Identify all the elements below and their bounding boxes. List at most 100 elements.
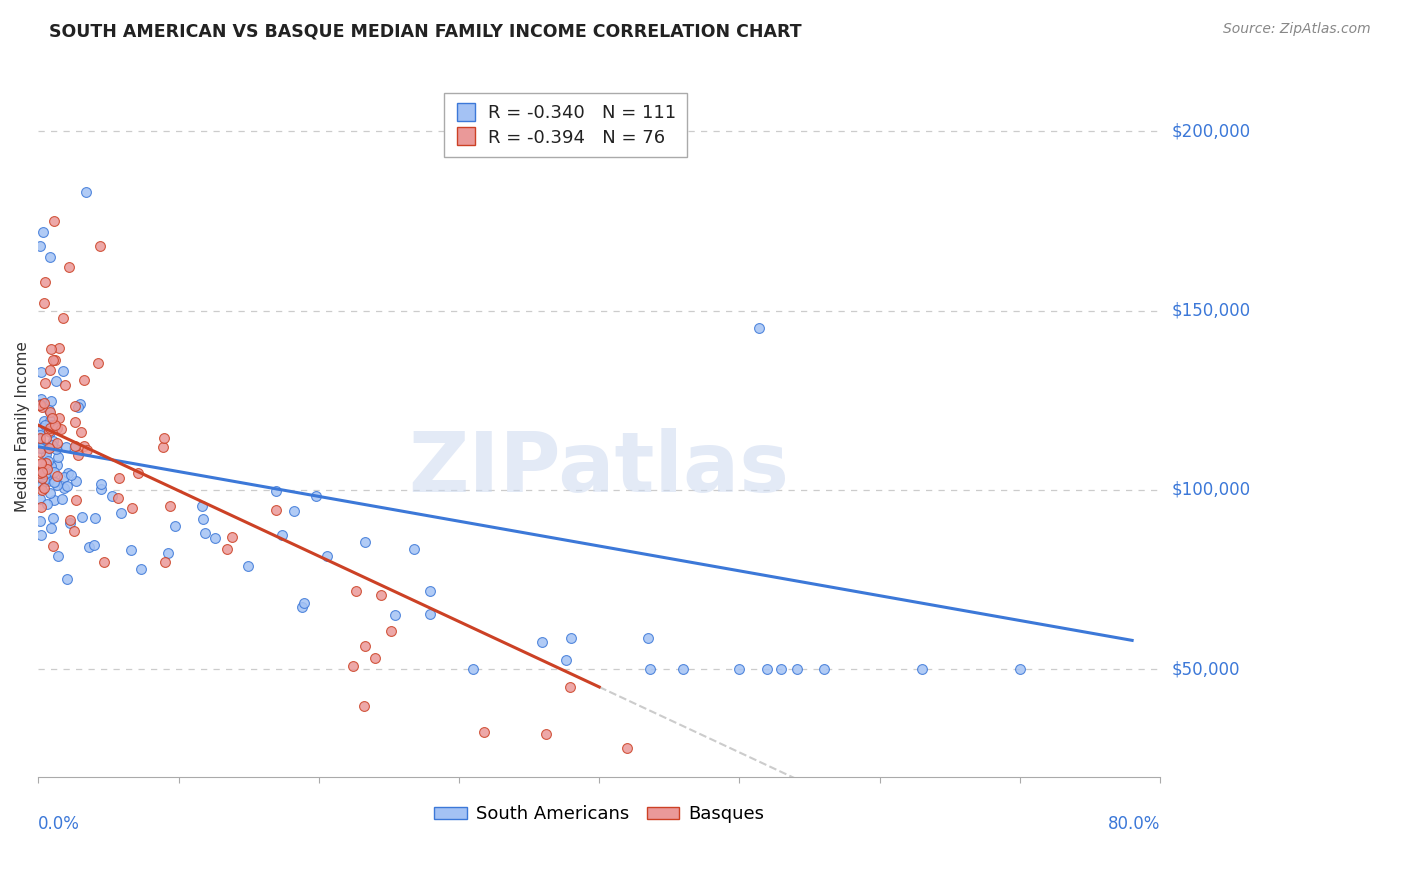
Point — [53, 481, 76, 495]
Point — [49, 422, 72, 436]
Point — [45, 374, 67, 388]
Text: $50,000: $50,000 — [1171, 660, 1240, 678]
Point — [32, 461, 55, 475]
Point — [41, 342, 63, 356]
Point — [46, 450, 69, 464]
Point — [46, 421, 69, 435]
Point — [354, 535, 377, 549]
Point — [221, 530, 243, 544]
Point — [32, 296, 55, 310]
Point — [728, 662, 751, 676]
Point — [42, 465, 65, 479]
Point — [42, 510, 65, 524]
Point — [41, 521, 63, 535]
Point — [120, 542, 142, 557]
Point — [87, 356, 110, 370]
Point — [127, 466, 149, 480]
Point — [41, 438, 63, 452]
Point — [31, 421, 53, 435]
Point — [42, 434, 65, 449]
Point — [305, 489, 328, 503]
Point — [534, 727, 557, 741]
Point — [756, 662, 779, 676]
Point — [56, 572, 79, 586]
Point — [32, 225, 55, 239]
Point — [28, 397, 51, 411]
Point — [51, 491, 73, 506]
Point — [42, 493, 65, 508]
Point — [58, 466, 80, 480]
Point — [31, 483, 53, 497]
Point — [46, 436, 69, 450]
Point — [39, 393, 62, 408]
Point — [39, 425, 62, 440]
Point — [72, 373, 94, 387]
Point — [34, 431, 56, 445]
Point — [121, 500, 143, 515]
Point — [63, 399, 86, 413]
Point — [637, 631, 659, 645]
Point — [90, 482, 112, 496]
Point — [63, 442, 86, 456]
Point — [35, 456, 58, 470]
Point — [152, 440, 174, 454]
Point — [616, 740, 638, 755]
Point — [42, 539, 65, 553]
Point — [30, 365, 52, 379]
Point — [236, 559, 259, 574]
Point — [266, 483, 288, 498]
Point — [28, 467, 51, 481]
Point — [45, 442, 67, 456]
Point — [70, 510, 93, 524]
Point — [31, 471, 53, 485]
Point — [472, 724, 495, 739]
Point — [31, 441, 53, 455]
Point — [32, 467, 55, 481]
Point — [65, 439, 87, 453]
Point — [56, 479, 79, 493]
Point — [75, 185, 97, 199]
Point — [28, 442, 51, 456]
Point — [34, 414, 56, 428]
Point — [380, 624, 402, 639]
Point — [44, 352, 66, 367]
Point — [41, 411, 63, 425]
Point — [370, 588, 392, 602]
Point — [46, 468, 69, 483]
Point — [60, 468, 83, 483]
Point — [28, 398, 51, 412]
Point — [813, 662, 835, 676]
Point — [48, 342, 70, 356]
Point — [204, 532, 226, 546]
Point — [32, 481, 55, 495]
Point — [39, 413, 62, 427]
Point — [770, 662, 793, 676]
Point — [31, 465, 53, 479]
Point — [342, 659, 364, 673]
Point — [30, 467, 52, 481]
Point — [69, 397, 91, 411]
Point — [30, 392, 52, 407]
Text: Source: ZipAtlas.com: Source: ZipAtlas.com — [1223, 22, 1371, 37]
Point — [46, 549, 69, 563]
Point — [786, 662, 808, 676]
Point — [76, 443, 98, 458]
Point — [30, 457, 52, 471]
Point — [384, 607, 406, 622]
Point — [419, 607, 441, 621]
Point — [271, 528, 294, 542]
Point — [640, 662, 662, 676]
Point — [65, 492, 87, 507]
Point — [65, 474, 87, 488]
Point — [159, 499, 181, 513]
Point — [292, 596, 315, 610]
Point — [315, 549, 337, 563]
Point — [672, 662, 695, 676]
Point — [28, 445, 51, 459]
Point — [35, 467, 58, 481]
Point — [291, 600, 314, 615]
Point — [48, 410, 70, 425]
Point — [363, 651, 385, 665]
Point — [193, 512, 215, 526]
Text: $200,000: $200,000 — [1171, 122, 1250, 140]
